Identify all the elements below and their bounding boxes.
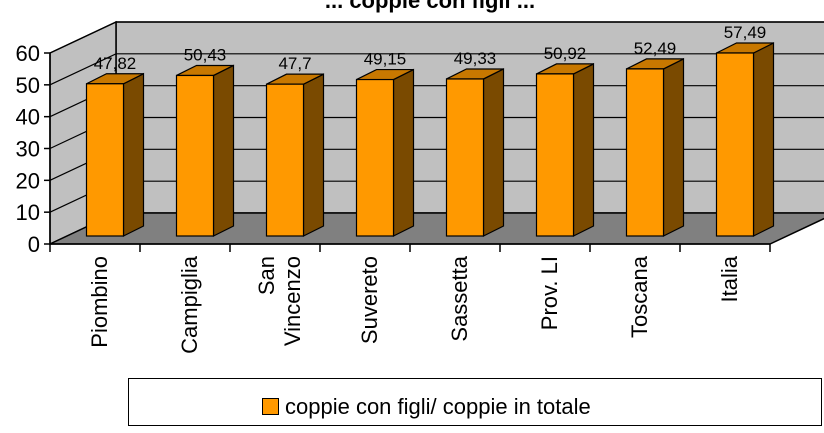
floor <box>49 212 824 245</box>
x-tick-label: Sassetta <box>447 255 472 341</box>
y-tick-label: 30 <box>16 137 40 162</box>
data-label: 49,33 <box>454 49 497 68</box>
bar-side <box>662 57 685 237</box>
y-tick-label: 50 <box>16 73 40 98</box>
legend-label: coppie con figli/ coppie in totale <box>285 394 591 419</box>
data-label: 50,43 <box>184 45 227 64</box>
x-tick-label: Campiglia <box>177 255 202 354</box>
gridline <box>49 21 824 54</box>
y-tick-label: 60 <box>16 41 40 66</box>
bar <box>355 78 395 237</box>
x-tick-label-line: Campiglia <box>177 255 202 354</box>
x-tick-label: San Vincenzo <box>254 256 305 346</box>
y-tick-label: 40 <box>16 105 40 130</box>
y-tick-label: 20 <box>16 168 40 193</box>
x-tick-label-line: Sassetta <box>447 255 472 341</box>
bar <box>175 74 215 237</box>
y-tick-label: 10 <box>16 200 40 225</box>
chart-title: ... coppie con figli ... <box>325 0 535 13</box>
legend: coppie con figli/ coppie in totale <box>128 378 822 426</box>
bar-side <box>122 72 145 237</box>
bar <box>85 83 125 237</box>
y-tick-label: 0 <box>28 232 40 257</box>
bar-side <box>482 67 505 237</box>
data-label: 50,92 <box>544 44 587 63</box>
x-tick-label-line: Prov. LI <box>537 256 562 330</box>
data-label: 49,15 <box>364 50 407 69</box>
x-tick-label-line: Toscana <box>627 255 652 338</box>
x-tick-label: Prov. LI <box>537 256 562 330</box>
bar-side <box>392 68 415 237</box>
data-label: 47,7 <box>278 54 311 73</box>
bar <box>715 52 755 237</box>
x-tick-label-line: Piombino <box>87 256 112 348</box>
x-tick-label: Suvereto <box>357 256 382 344</box>
bar <box>265 83 305 237</box>
bar <box>625 68 665 237</box>
x-tick-label-line: Italia <box>717 255 742 302</box>
bar-side <box>572 62 595 237</box>
x-tick-label: Toscana <box>627 255 652 338</box>
x-tick-label: Piombino <box>87 256 112 348</box>
bar-side <box>752 42 775 237</box>
bar <box>445 78 485 237</box>
x-tick-label-line: Vincenzo <box>280 256 305 346</box>
bar <box>535 73 575 237</box>
x-tick-label-line: San <box>254 256 279 295</box>
gridline <box>49 53 824 86</box>
x-tick-label: Italia <box>717 255 742 302</box>
legend-swatch <box>262 398 279 415</box>
bar-side <box>302 73 325 237</box>
x-tick-label-line: Suvereto <box>357 256 382 344</box>
bar-side <box>212 64 235 237</box>
data-label: 47,82 <box>94 54 137 73</box>
data-label: 57,49 <box>724 23 767 42</box>
data-label: 52,49 <box>634 39 677 58</box>
